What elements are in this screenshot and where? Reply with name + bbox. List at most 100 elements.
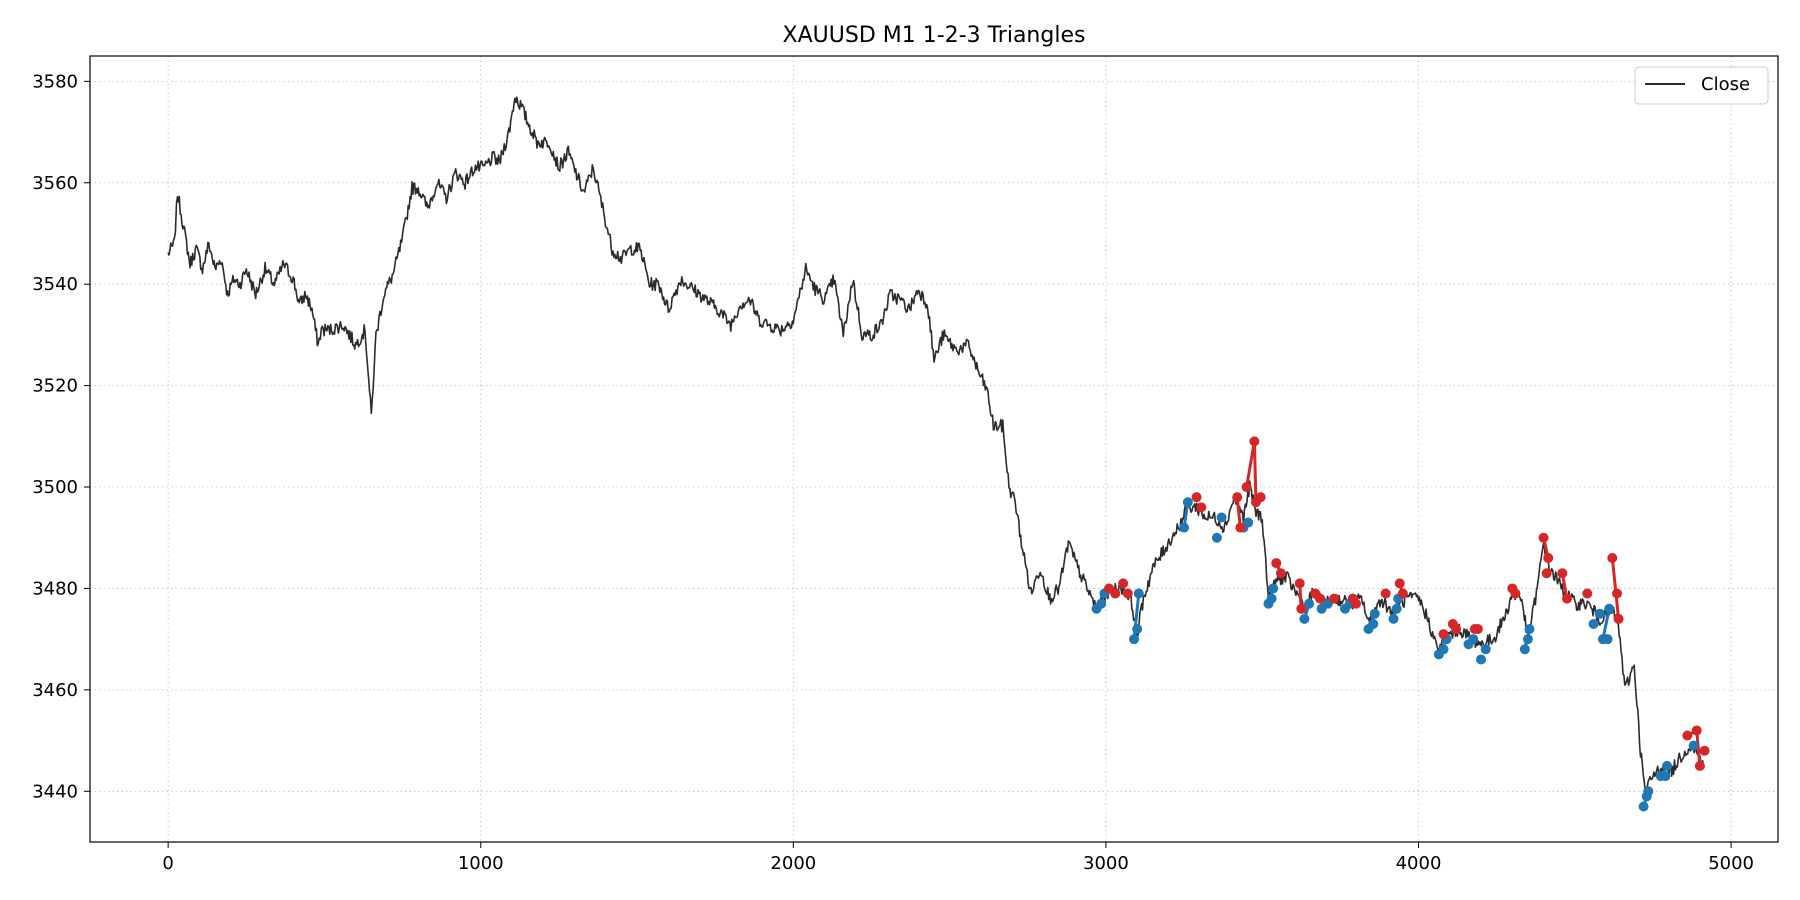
bear-triangle-point	[1613, 613, 1624, 624]
close-line	[167, 96, 1706, 790]
bull-triangle-point	[1688, 740, 1699, 751]
bull-triangle-point	[1304, 598, 1315, 609]
x-tick-label: 2000	[770, 853, 816, 874]
bear-triangle-point	[1451, 624, 1462, 635]
bear-triangle-point	[1472, 624, 1483, 635]
bull-triangle-point	[1480, 644, 1491, 655]
bull-triangle-point	[1182, 497, 1193, 508]
y-tick-label: 3520	[32, 376, 78, 397]
bull-triangle-point	[1476, 654, 1487, 665]
bear-triangle-point	[1607, 553, 1618, 564]
bear-triangle-point	[1562, 593, 1572, 604]
bull-triangle-point	[1211, 532, 1222, 543]
x-tick-label: 5000	[1708, 853, 1754, 874]
y-tick-label: 3560	[32, 173, 78, 194]
bull-triangle-point	[1216, 512, 1227, 523]
bear-triangle-point	[1249, 436, 1260, 447]
bear-triangle-point	[1397, 588, 1408, 599]
bear-triangle-point	[1582, 588, 1593, 599]
bear-triangle-edge	[1610, 557, 1621, 620]
bull-triangle-point	[1662, 760, 1673, 771]
bull-triangle-point	[1179, 522, 1190, 533]
bear-triangle-point	[1438, 629, 1449, 640]
bear-triangle-point	[1275, 568, 1286, 579]
bear-triangle-point	[1196, 502, 1207, 513]
bear-triangle-point	[1694, 760, 1705, 771]
bull-triangle-edge	[1601, 608, 1611, 640]
x-tick-label: 3000	[1083, 853, 1129, 874]
bear-triangle-point	[1329, 593, 1340, 604]
bear-triangle-point	[1557, 568, 1568, 579]
bear-triangle-point	[1241, 482, 1252, 493]
bear-triangle-point	[1232, 492, 1243, 503]
bear-triangle-point	[1541, 568, 1552, 579]
bear-triangle-point	[1122, 588, 1133, 599]
bear-triangle-point	[1394, 578, 1405, 589]
legend-box	[1634, 66, 1769, 105]
bear-triangle-edge	[1235, 497, 1242, 528]
bear-triangle-point	[1682, 730, 1693, 741]
bull-triangle-point	[1524, 624, 1535, 635]
bear-triangle-point	[1255, 492, 1266, 503]
bull-triangle-point	[1638, 801, 1649, 812]
bull-triangle-point	[1604, 603, 1615, 614]
bull-triangle-point	[1132, 624, 1143, 635]
bear-triangle-point	[1510, 588, 1521, 599]
bear-triangle-point	[1294, 578, 1305, 589]
close-series	[167, 96, 1706, 790]
grid-lines	[90, 56, 1778, 842]
triangle-markers	[1091, 436, 1710, 812]
bull-triangle-point	[1368, 618, 1379, 629]
bull-triangle-point	[1643, 786, 1654, 797]
bear-triangle-point	[1110, 588, 1121, 599]
bull-triangle-point	[1129, 634, 1140, 645]
bear-triangle-point	[1612, 588, 1623, 599]
bear-triangle-point	[1191, 492, 1202, 503]
bull-triangle-point	[1519, 644, 1530, 655]
bear-triangle-point	[1351, 598, 1361, 609]
x-tick-label: 1000	[458, 853, 504, 874]
bear-triangle-point	[1543, 553, 1554, 564]
plot-frame	[89, 55, 1779, 843]
bull-triangle-point	[1594, 608, 1605, 619]
bull-triangle-point	[1243, 517, 1254, 528]
bull-triangle-point	[1660, 771, 1671, 782]
bear-triangle-point	[1380, 588, 1391, 599]
legend-label-close: Close	[1701, 74, 1750, 95]
x-tick-label: 4000	[1396, 853, 1442, 874]
bull-triangle-point	[1588, 618, 1599, 629]
x-tick-label: 0	[162, 853, 173, 874]
bull-triangle-point	[1133, 588, 1144, 599]
bear-triangle-point	[1118, 578, 1129, 589]
bull-triangle-point	[1468, 634, 1479, 645]
y-tick-label: 3580	[32, 71, 78, 92]
bear-triangle-edge	[1252, 441, 1258, 503]
y-tick-label: 3460	[32, 680, 78, 701]
bull-triangle-point	[1096, 598, 1107, 609]
bull-triangle-point	[1391, 603, 1402, 614]
bear-triangle-point	[1699, 745, 1710, 756]
axis-ticks: 0 1000 2000 3000 4000 5000 3440 3460 3480 3500 352…	[32, 71, 1754, 874]
y-tick-label: 3540	[32, 274, 78, 295]
bull-triangle-point	[1522, 634, 1533, 645]
y-tick-label: 3480	[32, 578, 78, 599]
bear-triangle-point	[1271, 558, 1282, 569]
bear-triangle-edge	[1695, 730, 1702, 767]
bear-triangle-point	[1296, 603, 1307, 614]
y-tick-label: 3500	[32, 477, 78, 498]
legend: Close	[1634, 66, 1769, 105]
chart-title: XAUUSD M1 1-2-3 Triangles	[783, 23, 1086, 48]
bull-triangle-point	[1268, 583, 1279, 594]
bull-triangle-point	[1266, 593, 1277, 604]
bear-triangle-point	[1691, 725, 1702, 736]
bull-triangle-point	[1438, 644, 1449, 655]
bull-triangle-point	[1602, 634, 1613, 645]
y-tick-label: 3440	[32, 781, 78, 802]
bull-triangle-point	[1299, 613, 1310, 624]
bear-triangle-point	[1235, 522, 1246, 533]
bear-triangle-point	[1538, 532, 1549, 543]
bull-triangle-point	[1388, 613, 1399, 624]
bear-triangle-point	[1315, 593, 1326, 604]
bull-triangle-point	[1369, 608, 1380, 619]
